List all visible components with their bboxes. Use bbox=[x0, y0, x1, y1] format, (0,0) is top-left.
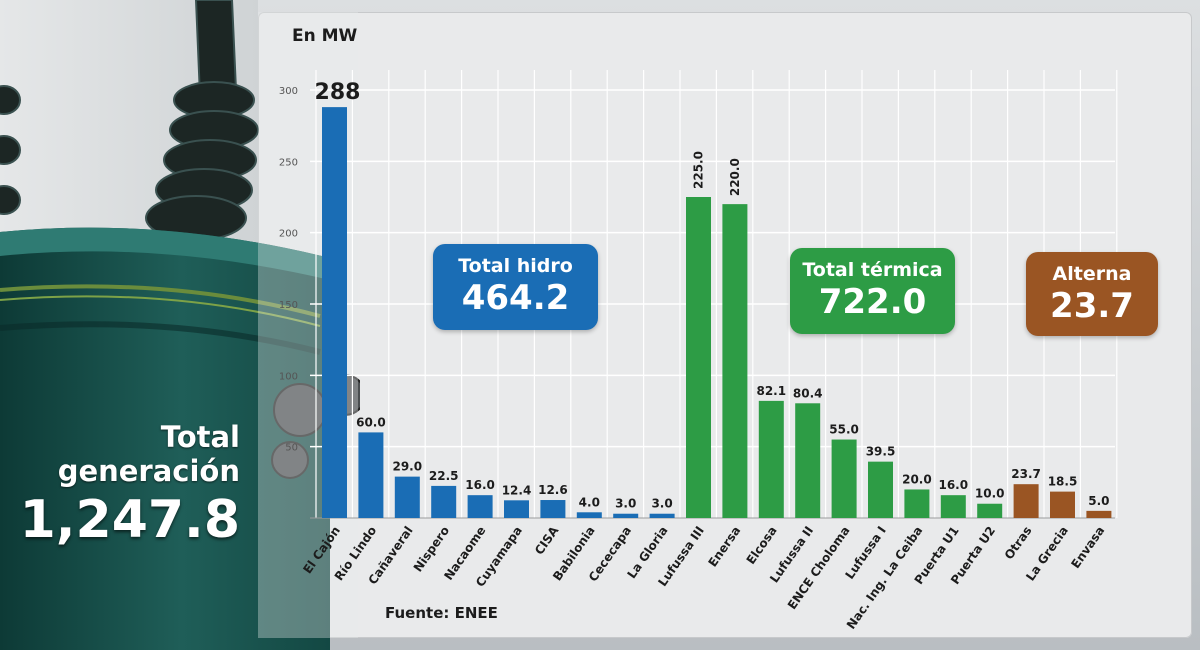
data-label: 225.0 bbox=[692, 151, 706, 189]
bar-19 bbox=[977, 503, 1003, 518]
total-generation-value: 1,247.8 bbox=[19, 490, 240, 550]
y-tick-label: 200 bbox=[279, 229, 298, 240]
total-hidro-value: 464.2 bbox=[461, 278, 570, 318]
data-label: 55.0 bbox=[829, 423, 859, 437]
bar-2 bbox=[358, 432, 384, 518]
total-termica-value: 722.0 bbox=[818, 282, 927, 322]
unit-label: En MW bbox=[292, 26, 358, 46]
bar-1 bbox=[322, 107, 347, 519]
data-label: 4.0 bbox=[579, 495, 600, 509]
y-tick-label: 150 bbox=[279, 300, 298, 311]
data-label: 3.0 bbox=[651, 497, 672, 511]
bar-8 bbox=[576, 512, 602, 518]
y-tick-label: 250 bbox=[279, 157, 298, 168]
data-label: 288 bbox=[315, 80, 361, 105]
data-label: 3.0 bbox=[615, 497, 636, 511]
data-label: 16.0 bbox=[938, 478, 968, 492]
data-label: 20.0 bbox=[902, 472, 932, 486]
y-tick-label: 300 bbox=[279, 86, 298, 97]
total-hidro-badge: Total hidro 464.2 bbox=[433, 244, 598, 330]
bar-5 bbox=[467, 495, 493, 518]
data-label: 5.0 bbox=[1088, 494, 1109, 508]
data-label: 10.0 bbox=[975, 487, 1005, 501]
bar-6 bbox=[504, 500, 529, 518]
data-label: 82.1 bbox=[756, 384, 786, 398]
bar-21 bbox=[1050, 491, 1075, 518]
total-generation-label-line1: Total bbox=[160, 420, 240, 454]
category-label: Elcosa bbox=[744, 524, 780, 567]
bar-18 bbox=[940, 495, 966, 518]
data-label: 220.0 bbox=[728, 158, 742, 196]
bar-22 bbox=[1086, 510, 1112, 518]
bar-20 bbox=[1013, 484, 1039, 518]
bar-3 bbox=[394, 476, 420, 518]
bar-13 bbox=[758, 400, 784, 518]
bar-17 bbox=[904, 489, 930, 518]
bar-14 bbox=[795, 403, 821, 518]
data-label: 39.5 bbox=[866, 445, 896, 459]
bar-12 bbox=[722, 204, 748, 518]
bar-16 bbox=[868, 461, 893, 518]
data-label: 18.5 bbox=[1048, 475, 1078, 489]
bar-7 bbox=[540, 500, 566, 518]
total-generation-label-line2: generación bbox=[57, 454, 240, 488]
total-termica-label: Total térmica bbox=[802, 259, 943, 281]
data-label: 80.4 bbox=[793, 386, 823, 400]
bar-4 bbox=[431, 485, 457, 518]
alterna-value: 23.7 bbox=[1050, 286, 1134, 326]
y-tick-label: 50 bbox=[285, 443, 298, 454]
total-generation: Total generación 1,247.8 bbox=[0, 420, 240, 550]
data-label: 12.6 bbox=[538, 483, 568, 497]
source-note: Fuente: ENEE bbox=[385, 604, 498, 622]
data-label: 16.0 bbox=[465, 478, 495, 492]
bar-9 bbox=[613, 513, 639, 518]
bar-15 bbox=[831, 439, 857, 518]
category-label: Otras bbox=[1002, 524, 1035, 562]
data-label: 12.4 bbox=[502, 483, 532, 497]
total-hidro-label: Total hidro bbox=[458, 255, 573, 277]
data-label: 23.7 bbox=[1011, 467, 1041, 481]
total-termica-badge: Total térmica 722.0 bbox=[790, 248, 955, 334]
category-label: Envasa bbox=[1068, 524, 1107, 571]
data-label: 60.0 bbox=[356, 415, 386, 429]
bar-10 bbox=[649, 513, 675, 518]
bar-11 bbox=[686, 197, 711, 518]
alterna-badge: Alterna 23.7 bbox=[1026, 252, 1158, 336]
data-label: 29.0 bbox=[392, 460, 422, 474]
y-tick-label: 100 bbox=[279, 371, 298, 382]
alterna-label: Alterna bbox=[1052, 263, 1132, 285]
data-label: 22.5 bbox=[429, 469, 459, 483]
category-label: CISA bbox=[532, 523, 562, 557]
category-label: Enersa bbox=[705, 524, 743, 570]
